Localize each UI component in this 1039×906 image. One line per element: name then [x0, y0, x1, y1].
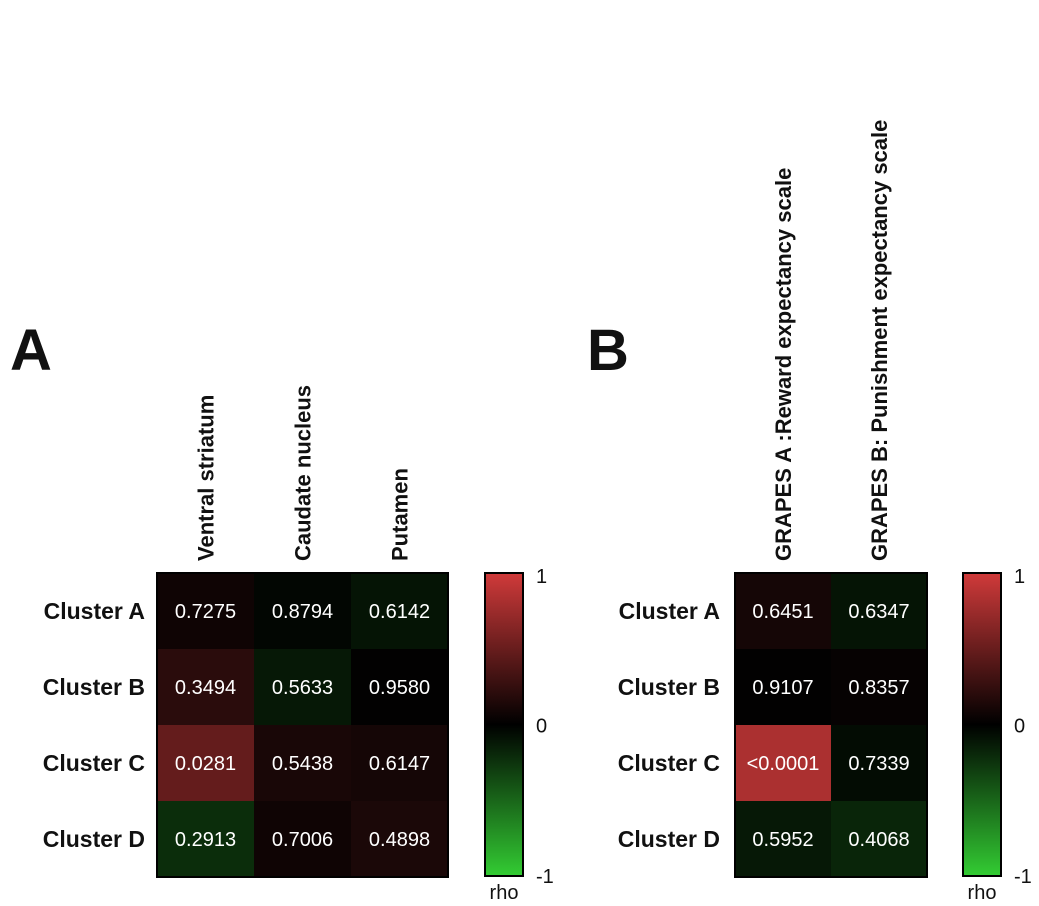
heatmap-cell: [831, 573, 927, 649]
cell-value-label: 0.5438: [272, 753, 333, 775]
cell-value-label: 0.6147: [369, 753, 430, 775]
heatmap-cell: [351, 649, 448, 725]
heatmap-cell: [735, 725, 831, 801]
cell-value-label: 0.7339: [848, 753, 909, 775]
heatmap-cell: [351, 801, 448, 877]
heatmap-cell: [831, 801, 927, 877]
heatmap-cell: [831, 649, 927, 725]
column-label: GRAPES B: Punishment expectancy scale: [867, 120, 892, 561]
colorbar: [962, 572, 1002, 877]
heatmap-cell: [157, 649, 254, 725]
cell-value-label: 0.3494: [175, 677, 236, 699]
row-label: Cluster B: [43, 674, 145, 700]
cell-value-label: 0.9107: [752, 677, 813, 699]
cell-value-label: 0.5952: [752, 829, 813, 851]
cell-value-label: 0.4898: [369, 829, 430, 851]
column-label: Caudate nucleus: [291, 385, 316, 561]
heatmap-cell: [735, 573, 831, 649]
heatmap-cell: [157, 725, 254, 801]
cell-value-label: 0.8357: [848, 677, 909, 699]
cell-value-label: 0.6347: [848, 601, 909, 623]
colorbar-tick-label: 1: [536, 566, 547, 588]
colorbar: [484, 572, 524, 877]
panel-letter: A: [10, 318, 52, 383]
row-label: Cluster B: [618, 674, 720, 700]
cell-value-label: 0.2913: [175, 829, 236, 851]
cell-value-label: 0.7275: [175, 601, 236, 623]
colorbar-tick-label: 0: [536, 716, 547, 738]
colorbar-tick-label: -1: [536, 866, 554, 888]
cell-value-label: 0.7006: [272, 829, 333, 851]
column-label: Ventral striatum: [194, 395, 219, 561]
heatmap-cell: [351, 725, 448, 801]
heatmap-cell: [351, 573, 448, 649]
heatmap-cell: [735, 801, 831, 877]
row-label: Cluster C: [43, 750, 145, 776]
heatmap-panel-b: B 0.6451 0.6347 Cluster A 0.9107 0.8357 Cluste…: [587, 120, 1032, 904]
heatmap-cell: [254, 649, 351, 725]
cell-value-label: 0.5633: [272, 677, 333, 699]
heatmap-cell: [157, 801, 254, 877]
row-label: Cluster D: [43, 826, 145, 852]
heatmap-panel-a: A 0.7275 0.8794 0.6142 Cluster A 0.3494 0.5633…: [10, 318, 554, 904]
cell-value-label: 0.0281: [175, 753, 236, 775]
heatmap-cell: [831, 725, 927, 801]
heatmap-cell: [254, 725, 351, 801]
colorbar-tick-label: 0: [1014, 716, 1025, 738]
heatmap-cell: [254, 801, 351, 877]
column-label: GRAPES A :Reward expectancy scale: [771, 168, 796, 561]
cell-value-label: 0.4068: [848, 829, 909, 851]
cell-value-label: 0.8794: [272, 601, 333, 623]
column-label: Putamen: [388, 468, 413, 561]
row-label: Cluster C: [618, 750, 720, 776]
heatmap-cell: [254, 573, 351, 649]
heatmap-cell: [735, 649, 831, 725]
heatmap-border: [734, 572, 928, 878]
colorbar-tick-label: 1: [1014, 566, 1025, 588]
colorbar-label: rho: [968, 882, 997, 904]
heatmap-cell: [157, 573, 254, 649]
colorbar-tick-label: -1: [1014, 866, 1032, 888]
colorbar-label: rho: [490, 882, 519, 904]
cell-value-label: 0.6451: [752, 601, 813, 623]
row-label: Cluster D: [618, 826, 720, 852]
row-label: Cluster A: [619, 598, 720, 624]
cell-value-label: <0.0001: [747, 753, 820, 775]
panel-letter: B: [587, 318, 629, 383]
row-label: Cluster A: [44, 598, 145, 624]
heatmap-border: [156, 572, 449, 878]
cell-value-label: 0.9580: [369, 677, 430, 699]
cell-value-label: 0.6142: [369, 601, 430, 623]
